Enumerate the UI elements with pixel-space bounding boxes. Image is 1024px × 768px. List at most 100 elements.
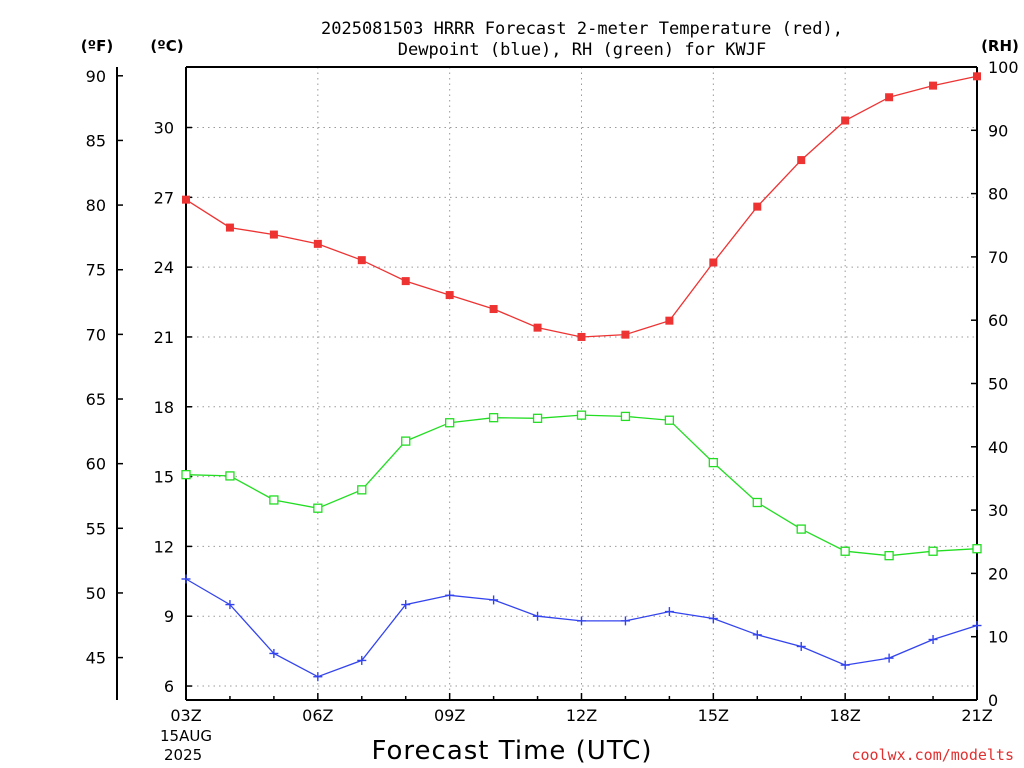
date-label-year: 2025 xyxy=(164,746,202,764)
rh-tick-label: 50 xyxy=(988,375,1008,394)
rh-point xyxy=(796,524,806,534)
rh-point xyxy=(401,436,411,446)
celsius-tick-label: 9 xyxy=(164,607,174,626)
date-label-day: 15AUG xyxy=(160,727,212,745)
temperature-point xyxy=(885,93,894,102)
dewpoint-point xyxy=(533,611,543,621)
temperature-point xyxy=(797,156,806,165)
x-tick-label: 09Z xyxy=(434,706,465,725)
rh-point xyxy=(445,418,455,428)
celsius-tick-label: 18 xyxy=(154,398,174,417)
temperature-point xyxy=(357,256,366,265)
rh-point xyxy=(181,470,191,480)
rh-point xyxy=(488,413,499,423)
temperature-series xyxy=(182,72,981,341)
temperature-point xyxy=(445,291,454,300)
dewpoint-point xyxy=(752,630,762,640)
celsius-tick-label: 15 xyxy=(154,468,174,487)
temperature-point xyxy=(929,81,938,90)
temperature-point xyxy=(973,72,981,81)
fahrenheit-tick-label: 90 xyxy=(86,67,106,86)
rh-tick-label: 70 xyxy=(988,248,1008,267)
rh-point xyxy=(620,411,631,422)
celsius-tick-label: 21 xyxy=(154,328,174,347)
dewpoint-point xyxy=(401,600,411,610)
fahrenheit-tick-label: 80 xyxy=(86,196,106,215)
x-tick-label: 03Z xyxy=(170,706,201,725)
fahrenheit-tick-label: 60 xyxy=(86,455,106,474)
x-tick-label: 18Z xyxy=(830,706,861,725)
dewpoint-point xyxy=(840,660,850,670)
rh-tick-label: 0 xyxy=(988,691,998,710)
grid-lines xyxy=(186,67,977,700)
temperature-point xyxy=(621,330,630,339)
temperature-point xyxy=(313,239,322,248)
x-tick-label: 06Z xyxy=(302,706,333,725)
celsius-tick-label: 30 xyxy=(154,119,174,138)
fahrenheit-axis-unit: (ºF) xyxy=(81,37,113,55)
dewpoint-point xyxy=(884,653,894,663)
rh-point xyxy=(840,546,850,556)
data-series xyxy=(181,72,982,682)
temperature-point xyxy=(665,316,674,325)
rh-tick-label: 100 xyxy=(988,58,1019,77)
rh-point xyxy=(664,415,675,425)
rh-tick-label: 40 xyxy=(988,438,1008,457)
fahrenheit-tick-label: 65 xyxy=(86,390,106,409)
celsius-tick-label: 24 xyxy=(154,258,174,277)
temperature-point xyxy=(709,258,718,267)
dewpoint-point xyxy=(664,607,674,617)
x-tick-label: 15Z xyxy=(698,706,729,725)
chart-title-line-1: 2025081503 HRRR Forecast 2-meter Tempera… xyxy=(321,19,843,39)
rh-tick-label: 60 xyxy=(988,311,1008,330)
rh-series xyxy=(181,410,982,561)
temperature-point xyxy=(225,223,234,232)
rh-axis-unit: (RH) xyxy=(981,37,1019,55)
rh-point xyxy=(576,410,587,420)
dewpoint-series xyxy=(181,574,982,682)
temperature-point xyxy=(182,195,190,204)
source-credit: coolwx.com/modelts xyxy=(851,746,1014,764)
dewpoint-point xyxy=(225,600,235,610)
dewpoint-point xyxy=(796,641,806,651)
fahrenheit-tick-label: 70 xyxy=(86,325,106,344)
fahrenheit-tick-label: 45 xyxy=(86,649,106,668)
fahrenheit-tick-label: 55 xyxy=(86,519,106,538)
fahrenheit-tick-label: 50 xyxy=(86,584,106,603)
temperature-point xyxy=(753,202,762,211)
dewpoint-point xyxy=(972,621,982,631)
rh-point xyxy=(269,495,279,505)
dewpoint-point xyxy=(357,655,367,665)
temperature-point xyxy=(533,323,542,332)
rh-tick-label: 30 xyxy=(988,501,1008,520)
rh-point xyxy=(928,546,938,556)
rh-point xyxy=(532,413,543,423)
temperature-point xyxy=(269,230,278,239)
dewpoint-point xyxy=(928,634,938,644)
rh-point xyxy=(972,544,982,554)
temperature-point xyxy=(841,116,850,125)
fahrenheit-tick-label: 85 xyxy=(86,131,106,150)
rh-point xyxy=(225,471,235,481)
celsius-tick-label: 12 xyxy=(154,537,174,556)
dewpoint-point xyxy=(577,616,586,626)
temperature-line xyxy=(185,75,978,338)
celsius-tick-label: 27 xyxy=(154,188,174,207)
rh-tick-label: 90 xyxy=(988,121,1008,140)
chart-title-line-2: Dewpoint (blue), RH (green) for KWJF xyxy=(398,40,766,60)
rh-tick-label: 10 xyxy=(988,628,1008,647)
celsius-axis-unit: (ºC) xyxy=(150,37,183,55)
dewpoint-point xyxy=(489,595,499,605)
rh-point xyxy=(752,497,762,508)
dewpoint-point xyxy=(445,590,455,600)
temperature-point xyxy=(489,305,498,314)
rh-tick-label: 80 xyxy=(988,185,1008,204)
rh-point xyxy=(313,503,323,513)
dewpoint-point xyxy=(313,672,323,682)
rh-point xyxy=(884,551,894,561)
x-tick-label: 21Z xyxy=(961,706,992,725)
rh-point xyxy=(357,485,367,495)
celsius-tick-label: 6 xyxy=(164,677,174,696)
axes: 45 50 55 60 65 70 75 80 85 90 6 9 12 15 18 21 24 27 30 0 10 2… xyxy=(86,58,1019,725)
